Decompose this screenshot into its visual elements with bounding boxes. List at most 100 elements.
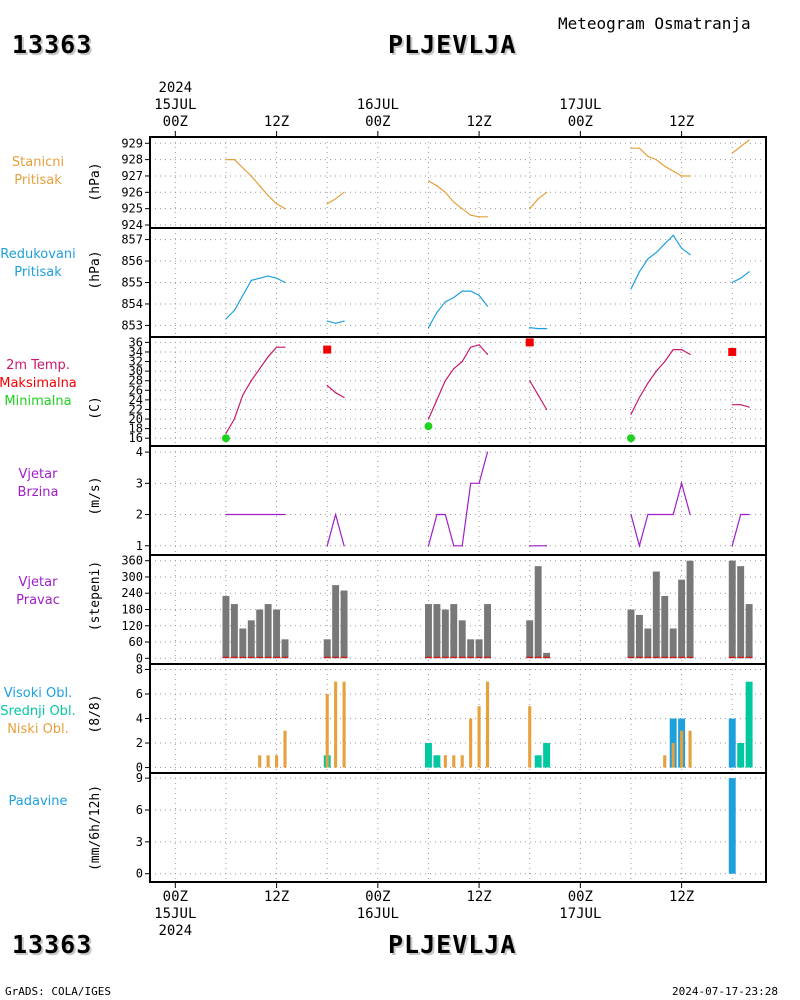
bar — [661, 595, 669, 659]
bar — [332, 585, 340, 659]
cloud-bar — [425, 743, 432, 768]
time-label-top: 00Z — [568, 114, 593, 130]
data-point — [638, 396, 641, 399]
data-point — [470, 482, 472, 484]
series-line — [731, 271, 750, 284]
data-point — [664, 360, 666, 363]
series-line — [225, 159, 286, 210]
data-point — [250, 380, 252, 382]
data-point — [284, 281, 286, 284]
data-point — [672, 348, 674, 351]
data-point — [225, 432, 227, 435]
panel-label: Brzina — [18, 485, 59, 500]
bar — [652, 571, 660, 659]
station-name-bottom: PLJEVLJA — [388, 930, 517, 959]
data-point — [630, 513, 632, 516]
data-point — [672, 513, 674, 516]
credit-text: GrADS: COLA/IGES — [5, 985, 111, 998]
cloud-bar — [688, 730, 692, 768]
data-point — [233, 309, 235, 311]
series-line — [326, 512, 345, 546]
station-id-top: 13363 — [12, 30, 93, 59]
bar — [323, 639, 331, 659]
bar — [669, 628, 677, 659]
data-point — [689, 513, 691, 516]
cloud-bar — [283, 730, 287, 768]
time-label-top: 17JUL — [559, 97, 601, 113]
data-point — [461, 545, 463, 547]
data-point — [731, 404, 733, 406]
data-point — [529, 208, 531, 210]
bar — [728, 560, 736, 659]
cloud-bar — [469, 718, 473, 768]
data-point — [427, 326, 430, 329]
data-point — [427, 418, 430, 420]
data-point — [275, 203, 278, 205]
time-label-bottom: 15JUL — [154, 906, 196, 922]
data-point — [681, 482, 683, 484]
max-temp-marker — [728, 347, 737, 356]
series-line — [427, 290, 488, 328]
data-point — [748, 271, 750, 273]
series-line — [225, 275, 286, 320]
data-point — [647, 513, 649, 516]
data-point — [546, 408, 548, 411]
y-tick-label: 18 — [129, 422, 143, 436]
data-point — [664, 243, 666, 245]
panel-label: Maksimalna — [0, 376, 77, 391]
y-tick-label: 24 — [129, 393, 143, 407]
data-point — [267, 194, 269, 197]
y-tick-label: 4 — [136, 445, 143, 459]
bar — [247, 620, 255, 659]
bar — [678, 579, 686, 659]
y-tick-label: 240 — [121, 586, 143, 600]
time-label-bottom: 2024 — [158, 923, 192, 939]
unit-label: (hPa) — [88, 250, 103, 289]
data-point — [740, 277, 742, 279]
unit-label: (mm/6h/12h) — [88, 785, 103, 871]
data-point — [427, 545, 430, 547]
data-point — [740, 513, 742, 516]
bar — [627, 609, 635, 659]
y-tick-label: 856 — [121, 254, 143, 268]
data-point — [478, 482, 480, 484]
time-label-top: 00Z — [365, 114, 390, 130]
time-label-bottom: 12Z — [466, 889, 491, 905]
data-point — [267, 513, 269, 516]
data-point — [529, 545, 531, 547]
data-point — [242, 167, 244, 169]
data-point — [233, 513, 235, 516]
time-label-bottom: 12Z — [264, 889, 289, 905]
bar — [425, 604, 432, 659]
data-point — [655, 513, 657, 516]
data-point — [275, 513, 278, 516]
station-id-bottom: 13363 — [12, 930, 93, 959]
data-point — [638, 545, 641, 547]
cloud-bar — [728, 718, 736, 768]
y-tick-label: 360 — [121, 554, 143, 568]
y-tick-label: 180 — [121, 603, 143, 617]
data-point — [748, 406, 750, 408]
time-label-top: 2024 — [158, 80, 192, 96]
time-label-bottom: 00Z — [568, 889, 593, 905]
series-line — [326, 385, 345, 399]
time-label-top: 16JUL — [357, 97, 399, 113]
data-point — [444, 380, 446, 382]
panel-label: Padavine — [9, 794, 68, 809]
y-tick-label: 28 — [129, 374, 143, 388]
y-tick-label: 9 — [136, 771, 143, 785]
cloud-bar — [737, 743, 745, 768]
data-point — [689, 254, 691, 256]
cloud-bar — [460, 755, 464, 768]
data-point — [242, 394, 244, 396]
series-line — [630, 234, 691, 290]
panel-label: 2m Temp. — [6, 358, 70, 373]
cloud-bar — [671, 743, 675, 768]
cloud-bar — [443, 755, 447, 768]
y-tick-label: 20 — [129, 412, 143, 426]
bar — [475, 639, 483, 659]
cloud-bar — [452, 755, 456, 768]
cloud-bar — [275, 755, 279, 768]
bar — [273, 609, 281, 659]
data-point — [529, 326, 531, 329]
